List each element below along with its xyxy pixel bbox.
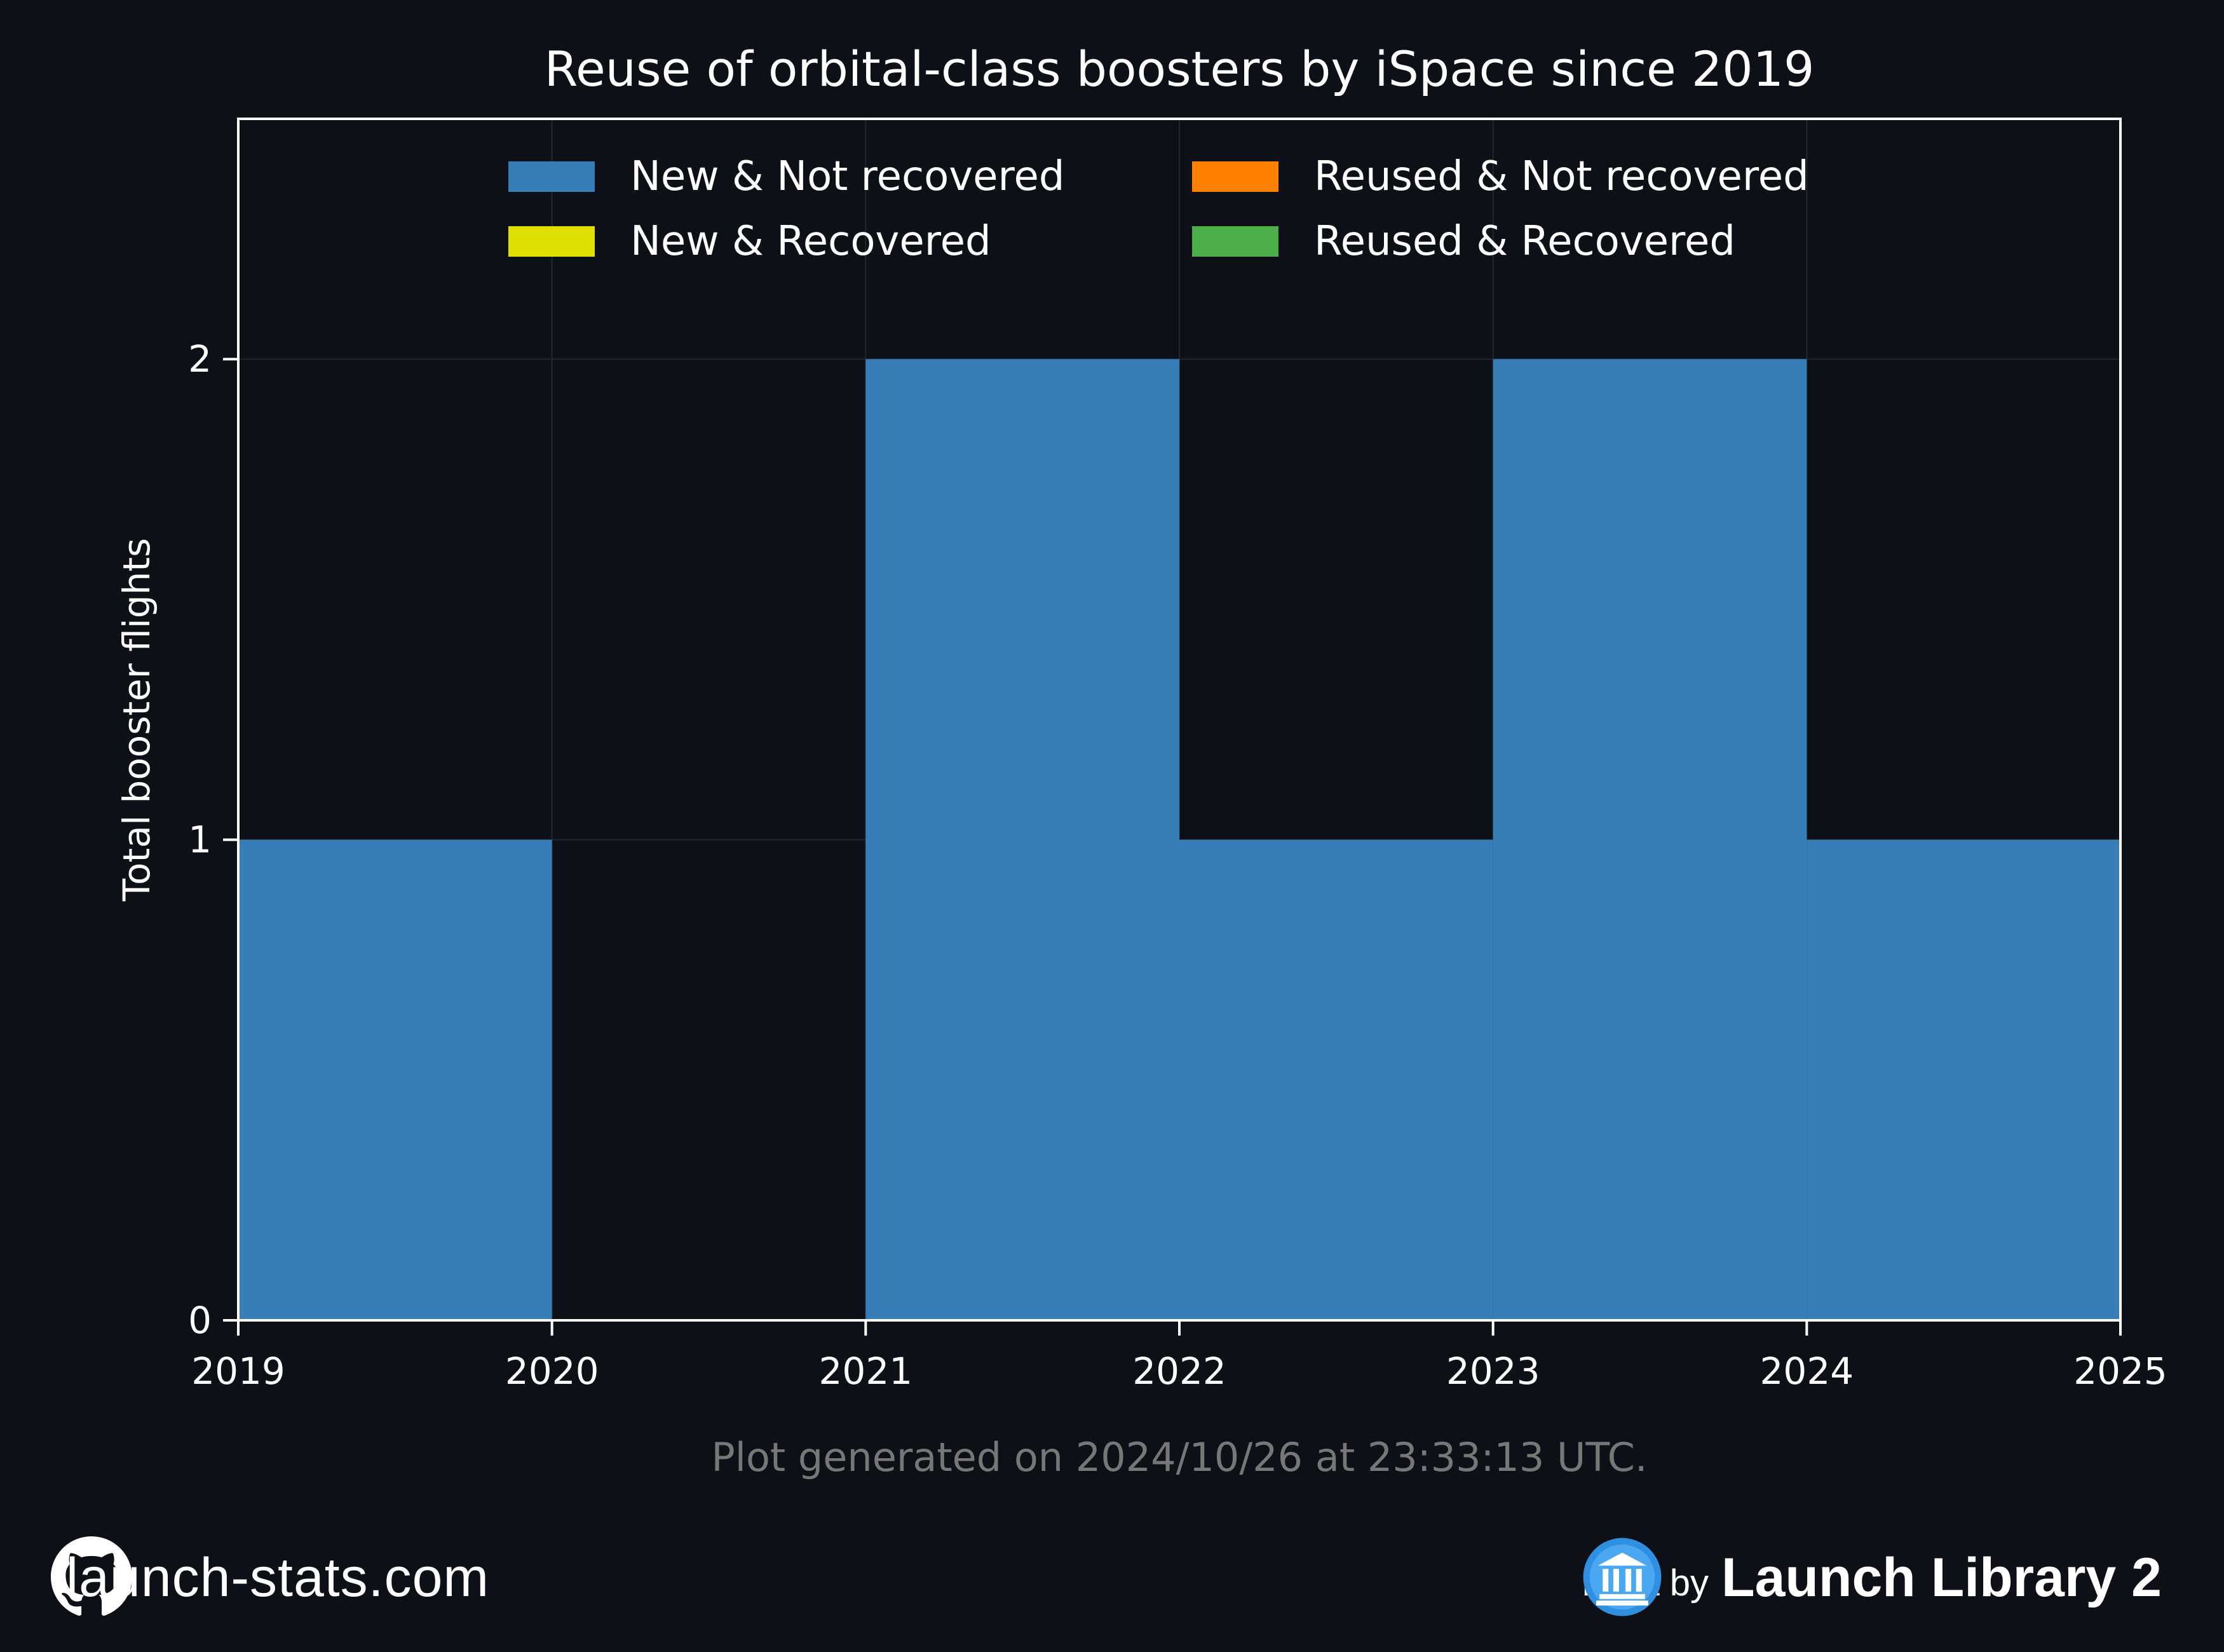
launch-library-icon[interactable] xyxy=(1582,1536,1663,1618)
bar-new-not-recovered-2019 xyxy=(238,839,552,1320)
x-tick-label: 2023 xyxy=(1446,1350,1540,1393)
y-axis-label: Total booster flights xyxy=(115,538,158,902)
x-tick-label: 2019 xyxy=(191,1350,285,1393)
x-tick-label: 2021 xyxy=(819,1350,913,1393)
legend-swatch xyxy=(1192,161,1278,192)
legend-label: New & Not recovered xyxy=(630,153,1064,200)
bar-new-not-recovered-2021 xyxy=(865,359,1179,1321)
x-tick-label: 2024 xyxy=(1760,1350,1854,1393)
bar-new-not-recovered-2024 xyxy=(1807,839,2120,1320)
legend-swatch xyxy=(1192,226,1278,257)
y-tick-label: 2 xyxy=(188,337,212,381)
y-tick-label: 1 xyxy=(188,818,212,862)
footer-left: launch-stats.com xyxy=(51,1536,489,1619)
chart-title: Reuse of orbital-class boosters by iSpac… xyxy=(545,41,1815,97)
data-source-link[interactable]: Launch Library 2 xyxy=(1721,1547,2162,1608)
bar-new-not-recovered-2023 xyxy=(1493,359,1807,1321)
site-link[interactable]: launch-stats.com xyxy=(66,1547,490,1608)
bar-new-not-recovered-2022 xyxy=(1179,839,1493,1320)
legend-swatch xyxy=(508,226,595,257)
x-tick-label: 2020 xyxy=(505,1350,599,1393)
plot-generated-note: Plot generated on 2024/10/26 at 23:33:13… xyxy=(711,1434,1647,1480)
footer-right: Data by Launch Library 2 xyxy=(1582,1536,2176,1619)
x-tick-label: 2025 xyxy=(2073,1350,2167,1393)
legend-label: New & Recovered xyxy=(630,218,991,265)
y-tick-label: 0 xyxy=(188,1299,212,1342)
legend-label: Reused & Recovered xyxy=(1314,218,1735,265)
x-tick-label: 2022 xyxy=(1132,1350,1226,1393)
legend-label: Reused & Not recovered xyxy=(1314,153,1809,200)
github-icon[interactable] xyxy=(51,1536,132,1618)
legend-swatch xyxy=(508,161,595,192)
